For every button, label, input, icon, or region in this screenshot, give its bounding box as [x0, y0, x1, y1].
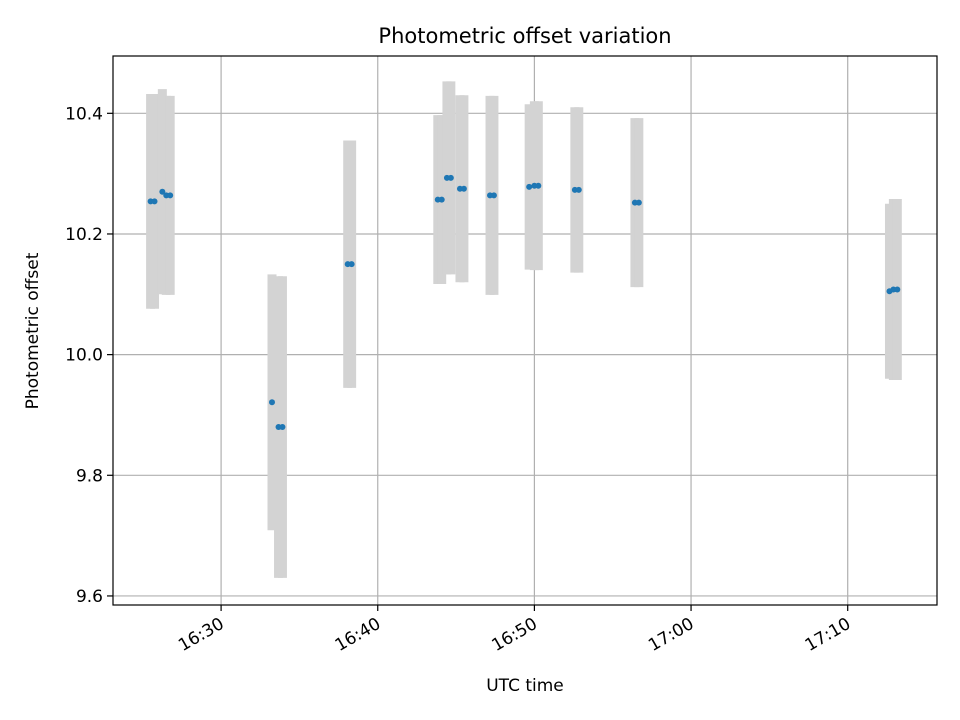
- data-point: [167, 192, 174, 199]
- data-point: [447, 174, 454, 181]
- y-tick-label: 9.6: [76, 587, 103, 607]
- data-points: [147, 174, 901, 431]
- y-axis-ticks: 9.6 9.8 10.0 10.2 10.4: [65, 104, 113, 607]
- data-point: [151, 198, 158, 205]
- x-axis-label: UTC time: [486, 676, 564, 696]
- plot-frame: [112, 55, 938, 606]
- data-point: [490, 192, 497, 199]
- data-point: [460, 185, 467, 192]
- data-point: [535, 182, 542, 189]
- data-point: [438, 196, 445, 203]
- data-point: [894, 286, 901, 293]
- data-point: [526, 183, 533, 190]
- chart-title: Photometric offset variation: [378, 24, 671, 48]
- y-tick-label: 10.4: [65, 104, 103, 124]
- data-point: [159, 188, 166, 195]
- y-tick-label: 9.8: [76, 466, 103, 486]
- data-point: [348, 261, 355, 268]
- data-point: [575, 186, 582, 193]
- y-axis-label: Photometric offset: [23, 252, 43, 409]
- data-point: [635, 199, 642, 206]
- data-point: [269, 399, 276, 406]
- y-tick-label: 10.0: [65, 346, 103, 366]
- y-tick-label: 10.2: [65, 225, 103, 245]
- data-point: [279, 424, 286, 431]
